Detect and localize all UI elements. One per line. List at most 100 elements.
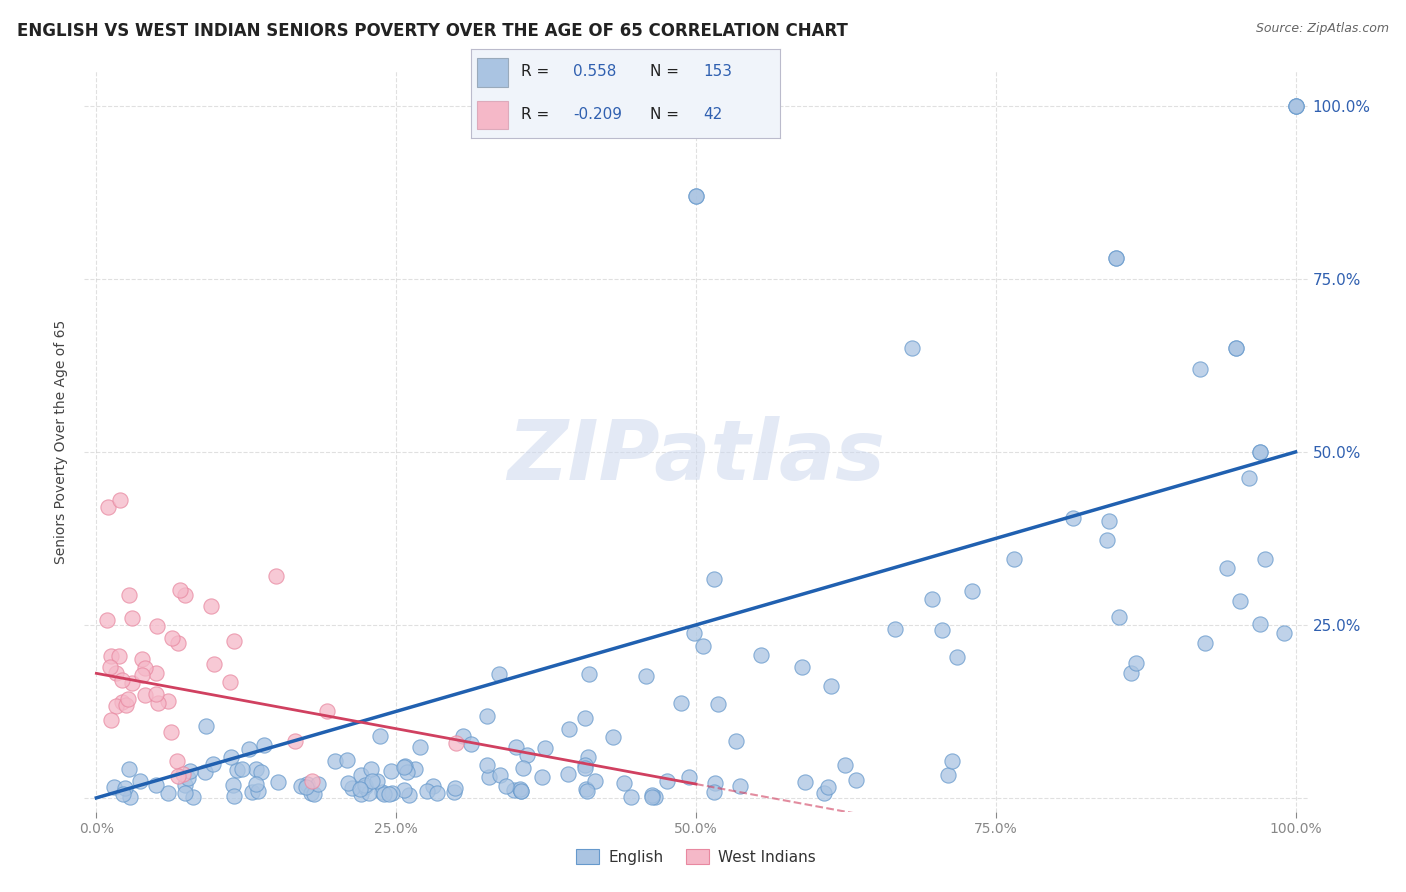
Point xyxy=(394,759,416,773)
Point xyxy=(1119,665,1142,680)
Point xyxy=(304,787,326,801)
Point xyxy=(404,762,426,776)
Point xyxy=(703,572,725,586)
Point xyxy=(354,780,377,795)
Point xyxy=(181,790,204,805)
Point xyxy=(512,761,534,775)
Point xyxy=(96,614,118,628)
Point xyxy=(510,784,533,798)
Point xyxy=(575,784,598,798)
Point xyxy=(931,623,953,637)
Point xyxy=(655,774,678,789)
Point xyxy=(1105,251,1128,265)
Point xyxy=(104,698,127,713)
Point xyxy=(131,651,153,665)
Point xyxy=(110,493,132,508)
Point xyxy=(301,774,323,789)
Point xyxy=(134,688,156,702)
Point xyxy=(557,767,579,781)
Point xyxy=(176,772,198,786)
Point xyxy=(613,776,636,790)
Point xyxy=(145,665,167,680)
Point xyxy=(202,756,225,771)
Point xyxy=(145,779,167,793)
Point xyxy=(703,785,725,799)
Point xyxy=(160,631,183,645)
Point xyxy=(284,733,307,747)
Point xyxy=(578,667,600,681)
Point xyxy=(174,778,197,792)
Point xyxy=(295,777,318,791)
Point xyxy=(634,669,657,683)
Point xyxy=(505,739,527,754)
Point xyxy=(264,569,287,583)
Point xyxy=(620,789,643,804)
Text: R =: R = xyxy=(520,107,548,121)
Point xyxy=(444,735,467,749)
Point xyxy=(366,773,388,788)
Point xyxy=(336,776,359,790)
Point xyxy=(1284,99,1306,113)
Point xyxy=(146,619,169,633)
Point xyxy=(1002,552,1025,566)
Point xyxy=(395,764,418,779)
Point xyxy=(224,633,246,648)
Point xyxy=(792,660,814,674)
Point xyxy=(1284,99,1306,113)
Point xyxy=(640,788,662,802)
Point xyxy=(290,779,312,793)
Point xyxy=(793,774,815,789)
Point xyxy=(156,694,179,708)
Point xyxy=(422,780,444,794)
Point xyxy=(200,599,222,614)
Point xyxy=(641,789,664,804)
Point xyxy=(104,666,127,681)
Point xyxy=(323,754,346,768)
Point xyxy=(1097,514,1119,528)
Point xyxy=(813,785,835,799)
Point xyxy=(509,783,531,797)
Point xyxy=(166,636,188,650)
Point xyxy=(195,719,218,733)
Point xyxy=(238,742,260,756)
Point xyxy=(111,787,134,801)
Point xyxy=(478,770,501,784)
Point xyxy=(179,764,201,778)
Point xyxy=(224,789,246,803)
Point xyxy=(231,762,253,776)
Point xyxy=(1125,656,1147,670)
Point xyxy=(253,738,276,752)
Point xyxy=(173,787,195,801)
Point xyxy=(131,668,153,682)
Point xyxy=(730,779,752,793)
Point xyxy=(121,611,143,625)
Point xyxy=(558,723,581,737)
Point xyxy=(602,731,624,745)
Point xyxy=(575,781,598,796)
Point xyxy=(194,764,217,779)
Point xyxy=(146,696,169,710)
Point xyxy=(218,674,240,689)
Point xyxy=(295,780,318,794)
Point xyxy=(574,711,596,725)
Text: Source: ZipAtlas.com: Source: ZipAtlas.com xyxy=(1256,22,1389,36)
Point xyxy=(108,649,131,664)
Point xyxy=(398,788,420,802)
Point xyxy=(134,661,156,675)
Point xyxy=(121,676,143,690)
Point xyxy=(884,623,907,637)
Point xyxy=(946,649,969,664)
Point xyxy=(349,781,371,796)
Point xyxy=(354,778,377,792)
Point xyxy=(503,783,526,797)
Point xyxy=(1062,511,1084,525)
Point xyxy=(834,758,856,772)
Text: N =: N = xyxy=(651,64,679,78)
Point xyxy=(685,189,707,203)
Point xyxy=(392,783,415,797)
Point xyxy=(394,759,416,773)
Point xyxy=(495,779,517,793)
Point xyxy=(350,768,373,782)
Point xyxy=(1229,593,1251,607)
Text: -0.209: -0.209 xyxy=(574,107,621,121)
